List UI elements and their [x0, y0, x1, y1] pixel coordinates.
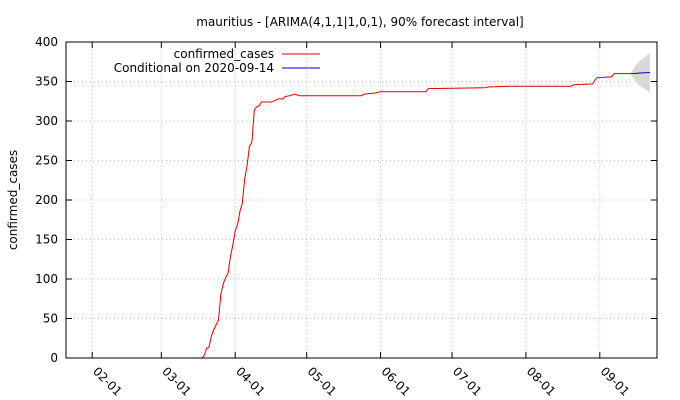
y-tick-label: 150: [35, 233, 58, 247]
chart-title: mauritius - [ARIMA(4,1,1|1,0,1), 90% for…: [196, 15, 523, 29]
x-tick-label: 06-01: [378, 364, 413, 399]
x-tick-label: 03-01: [159, 364, 194, 399]
y-tick-label: 50: [43, 312, 58, 326]
y-tick-label: 100: [35, 272, 58, 286]
x-tick-label: 05-01: [305, 364, 340, 399]
legend-label: Conditional on 2020-09-14: [114, 61, 274, 75]
grid: [66, 42, 657, 358]
y-tick-label: 350: [35, 75, 58, 89]
x-tick-label: 04-01: [233, 364, 268, 399]
y-tick-label: 300: [35, 114, 58, 128]
axis-ticks: 0 50 100 150 200 250 300 350 400 02-01 03-01 04-01 0…: [35, 35, 657, 399]
y-tick-label: 400: [35, 35, 58, 49]
series-line-2: [630, 72, 650, 75]
x-tick-label: 07-01: [450, 364, 485, 399]
x-tick-label: 09-01: [598, 364, 633, 399]
legend-label: confirmed_cases: [174, 47, 274, 61]
y-tick-label: 250: [35, 154, 58, 168]
x-tick-label: 08-01: [524, 364, 559, 399]
series-layer: [201, 72, 650, 359]
x-tick-label: 02-01: [90, 364, 125, 399]
series-line-1: [201, 73, 631, 359]
y-tick-label: 0: [50, 351, 58, 365]
y-axis-label: confirmed_cases: [6, 150, 20, 250]
y-tick-label: 200: [35, 193, 58, 207]
